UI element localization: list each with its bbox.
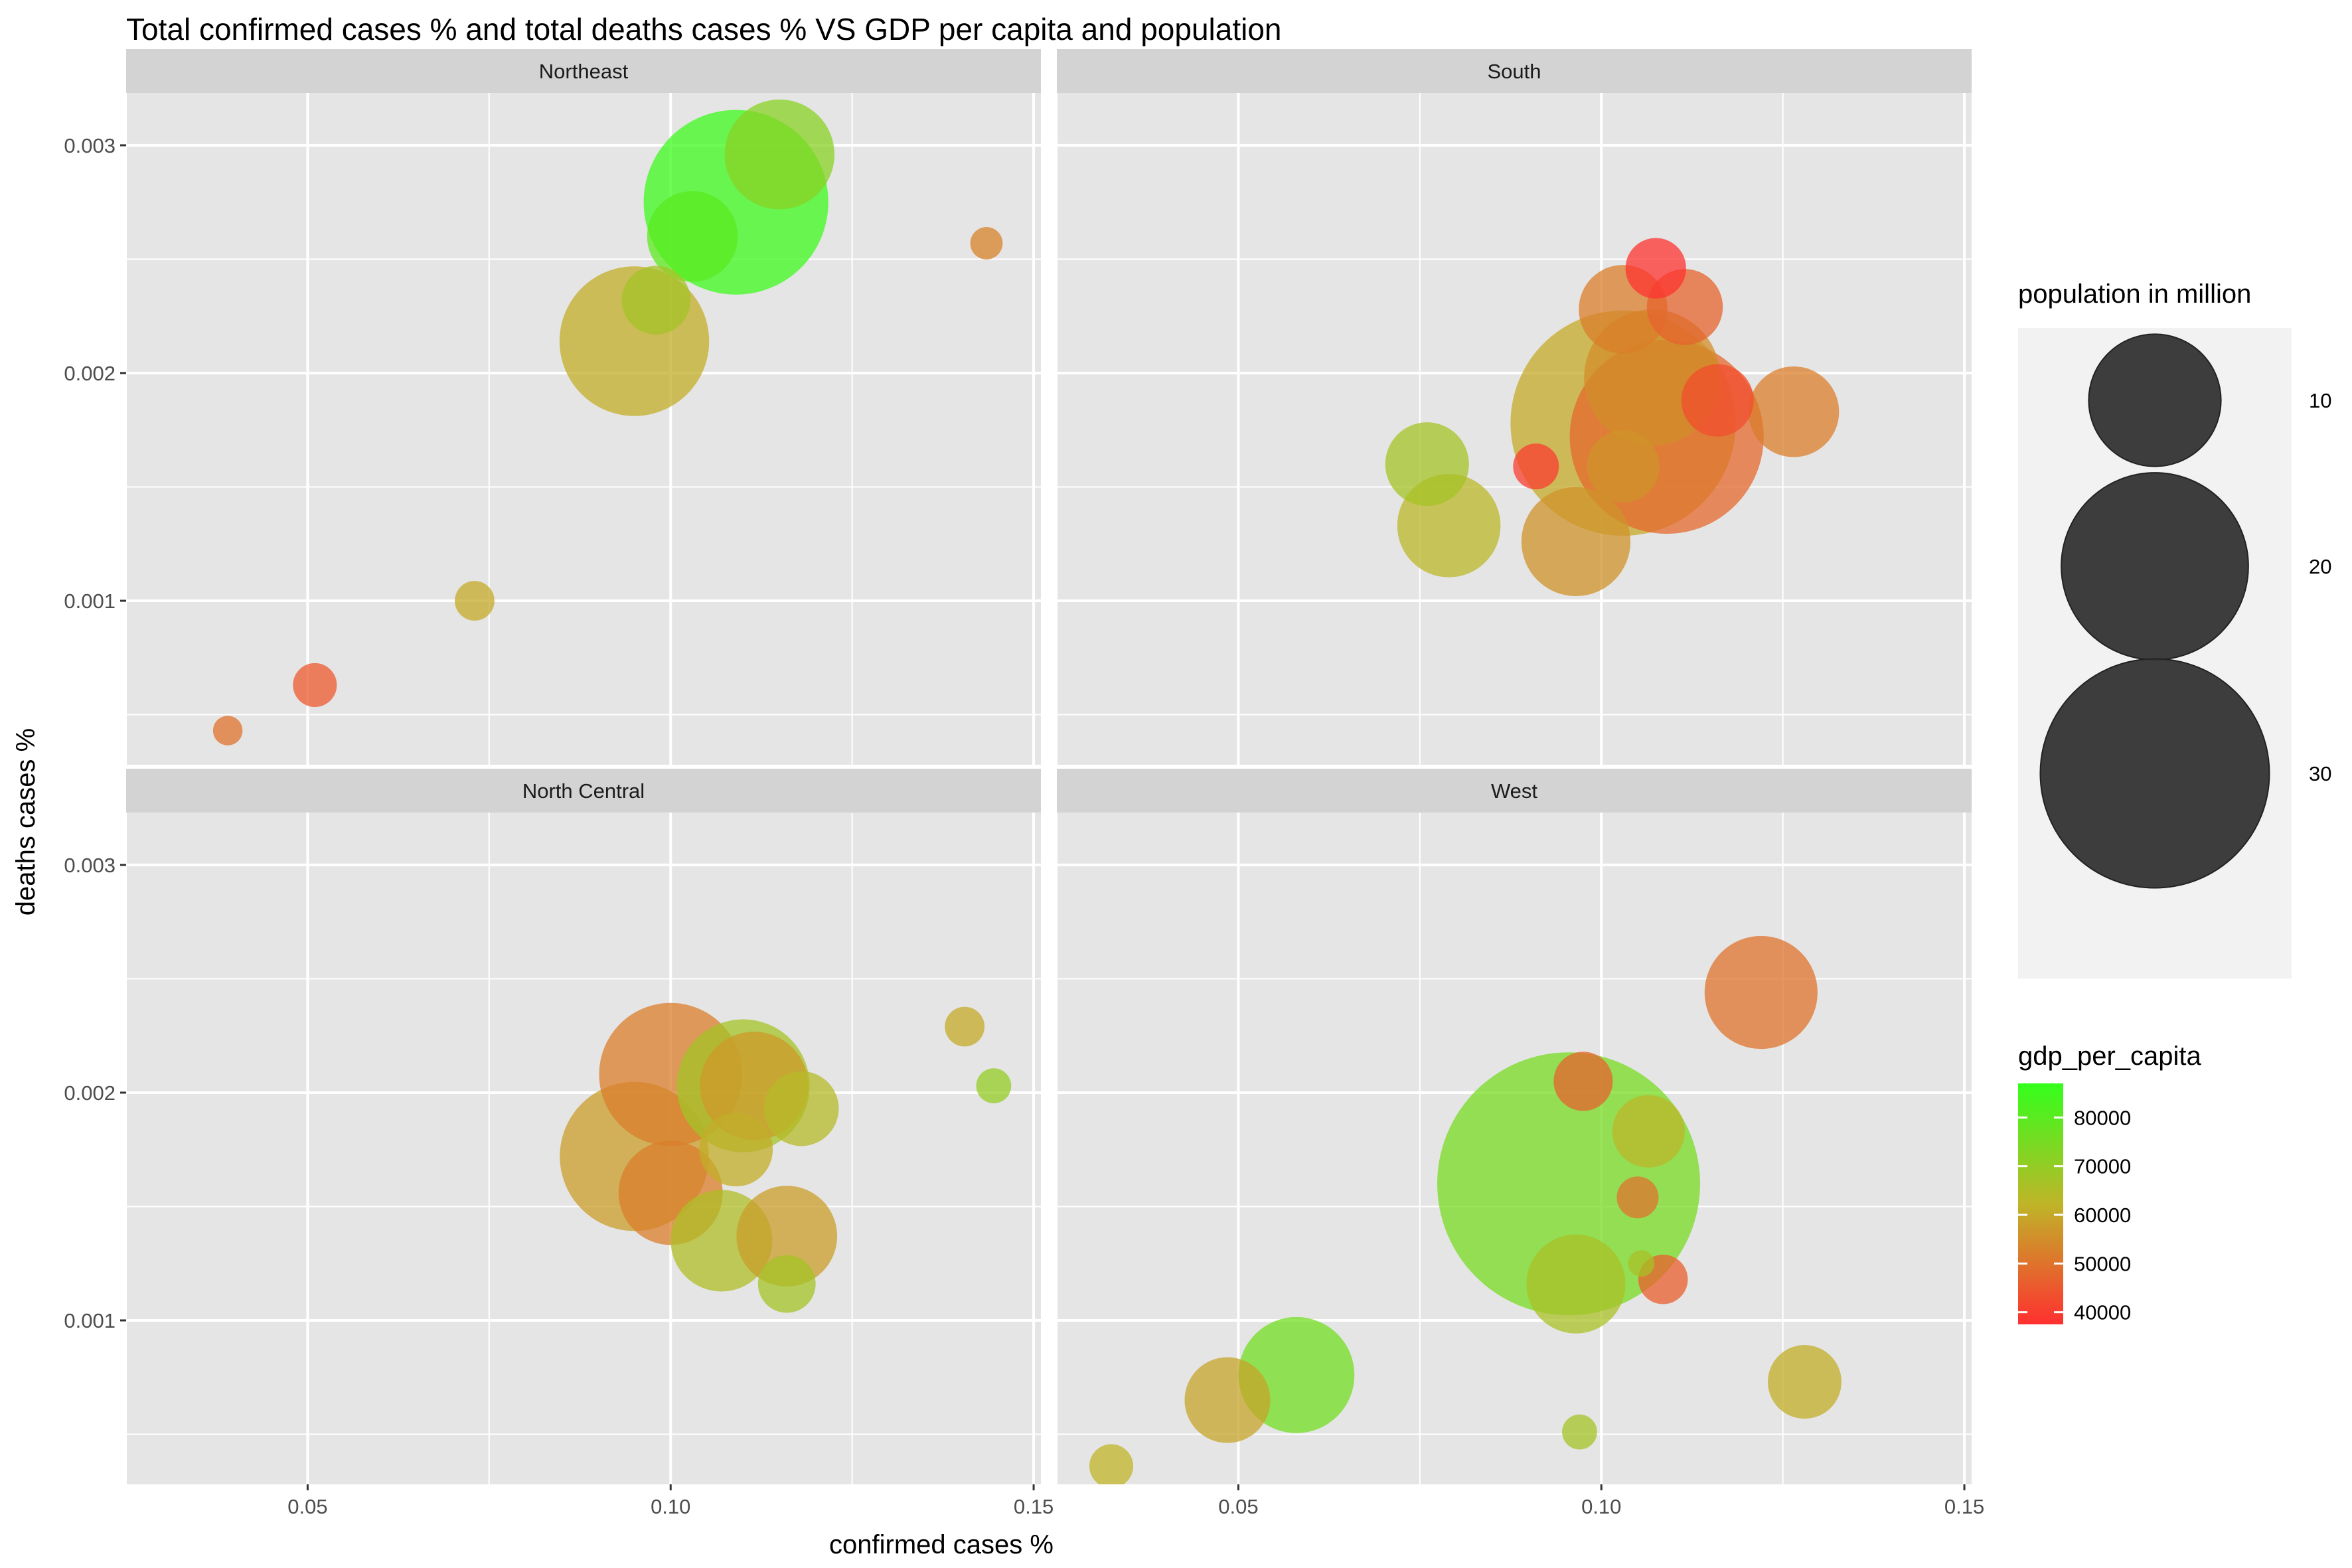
color-legend-label: 40000 bbox=[2074, 1301, 2131, 1324]
color-legend-title: gdp_per_capita bbox=[2018, 1042, 2202, 1071]
y-tick-label: 0.003 bbox=[64, 854, 116, 877]
bubble-point bbox=[1628, 1250, 1655, 1277]
bubble-point bbox=[1616, 1176, 1659, 1219]
bubble-point bbox=[757, 1255, 816, 1313]
bubbles bbox=[1385, 238, 1840, 596]
bubble-point bbox=[724, 99, 835, 210]
color-legend-label: 80000 bbox=[2074, 1106, 2131, 1129]
bubble-point bbox=[1748, 366, 1840, 457]
bubbles bbox=[1089, 935, 1842, 1484]
y-tick-label: 0.001 bbox=[64, 589, 116, 613]
y-axis-title: deaths cases % bbox=[11, 728, 40, 915]
bubble-point bbox=[1612, 1095, 1685, 1168]
bubble-point bbox=[1681, 364, 1754, 437]
bubble-point bbox=[1553, 1052, 1613, 1111]
bubble-point bbox=[945, 1006, 985, 1047]
size-legend-key bbox=[2088, 333, 2222, 467]
chart-title: Total confirmed cases % and total deaths… bbox=[126, 12, 1282, 46]
size-legend-keys: 10 20 30 bbox=[2039, 333, 2331, 889]
facet-strip-label: West bbox=[1491, 779, 1537, 803]
facet-panels: Northeast 0.001 0.002 0.003 South North Centr… bbox=[64, 49, 1984, 1518]
size-legend-label: 30 bbox=[2309, 762, 2331, 785]
x-tick-label: 0.05 bbox=[287, 1495, 327, 1518]
bubble-point bbox=[1587, 430, 1660, 503]
x-axis-title: confirmed cases % bbox=[829, 1530, 1054, 1559]
bubble-point bbox=[293, 663, 337, 707]
facet-strip-label: Northeast bbox=[539, 60, 629, 83]
bubble-point bbox=[736, 1186, 838, 1287]
bubble-point bbox=[1767, 1345, 1842, 1419]
bubble-point bbox=[763, 1071, 839, 1146]
bubble-point bbox=[1385, 422, 1469, 507]
bubble-point bbox=[1562, 1414, 1597, 1450]
bubble-point bbox=[621, 266, 691, 335]
y-tick-label: 0.002 bbox=[64, 1081, 116, 1105]
bubble-point bbox=[1184, 1357, 1271, 1443]
bubble-point bbox=[699, 1113, 773, 1187]
y-tick-label: 0.003 bbox=[64, 134, 116, 157]
facet-north-central: North Central 0.001 0.002 0.003 0.05 0.10 0.15 bbox=[64, 769, 1054, 1518]
facet-northeast: Northeast 0.001 0.002 0.003 bbox=[64, 49, 1041, 765]
facet-strip bbox=[1057, 769, 1972, 813]
facet-south: South bbox=[1056, 49, 1972, 765]
facet-strip-label: South bbox=[1487, 60, 1541, 83]
size-legend-key bbox=[2039, 658, 2270, 889]
color-legend-colorbar bbox=[2018, 1083, 2063, 1324]
x-tick-label: 0.10 bbox=[651, 1495, 690, 1518]
grid-lines bbox=[1056, 93, 1972, 765]
bubbles bbox=[212, 99, 1003, 745]
bubble-point bbox=[647, 191, 738, 282]
facet-strip bbox=[126, 769, 1041, 813]
bubble-point bbox=[970, 227, 1003, 260]
x-tick-label: 0.15 bbox=[1944, 1495, 1984, 1518]
bubbles bbox=[560, 1002, 1012, 1313]
bubble-point bbox=[1089, 1444, 1134, 1484]
bubble-point bbox=[455, 581, 495, 621]
grid-lines bbox=[1056, 813, 1972, 1484]
grid-lines bbox=[125, 813, 1041, 1484]
color-legend: gdp_per_capita 80000 70000 60000 50000 40000 bbox=[2018, 1042, 2202, 1324]
facet-west: West 0.05 0.10 0.15 bbox=[1056, 769, 1984, 1518]
bubble-point bbox=[1521, 487, 1631, 596]
color-legend-label: 60000 bbox=[2074, 1204, 2131, 1227]
bubble-point bbox=[1704, 935, 1818, 1050]
size-legend-label: 20 bbox=[2309, 555, 2331, 578]
facet-strip bbox=[126, 49, 1041, 93]
panel-background bbox=[126, 93, 1041, 765]
facet-strip-label: North Central bbox=[522, 779, 645, 803]
y-tick-label: 0.002 bbox=[64, 362, 116, 385]
x-tick-label: 0.10 bbox=[1581, 1495, 1621, 1518]
x-tick-label: 0.05 bbox=[1218, 1495, 1258, 1518]
bubble-point bbox=[212, 716, 243, 745]
color-legend-ticks: 80000 70000 60000 50000 40000 bbox=[2018, 1106, 2131, 1324]
x-tick-label: 0.15 bbox=[1014, 1495, 1054, 1518]
bubble-point bbox=[1526, 1234, 1626, 1334]
bubble-point bbox=[1513, 443, 1559, 490]
bubble-point bbox=[1625, 238, 1686, 299]
size-legend: population in million 10 20 30 bbox=[2018, 279, 2331, 979]
size-legend-key bbox=[2061, 472, 2249, 661]
y-tick-label: 0.001 bbox=[64, 1309, 116, 1332]
color-legend-label: 50000 bbox=[2074, 1252, 2131, 1275]
color-legend-label: 70000 bbox=[2074, 1155, 2131, 1178]
size-legend-title: population in million bbox=[2018, 279, 2251, 309]
facet-strip bbox=[1057, 49, 1972, 93]
bubble-point bbox=[976, 1068, 1012, 1104]
size-legend-label: 10 bbox=[2309, 389, 2331, 412]
